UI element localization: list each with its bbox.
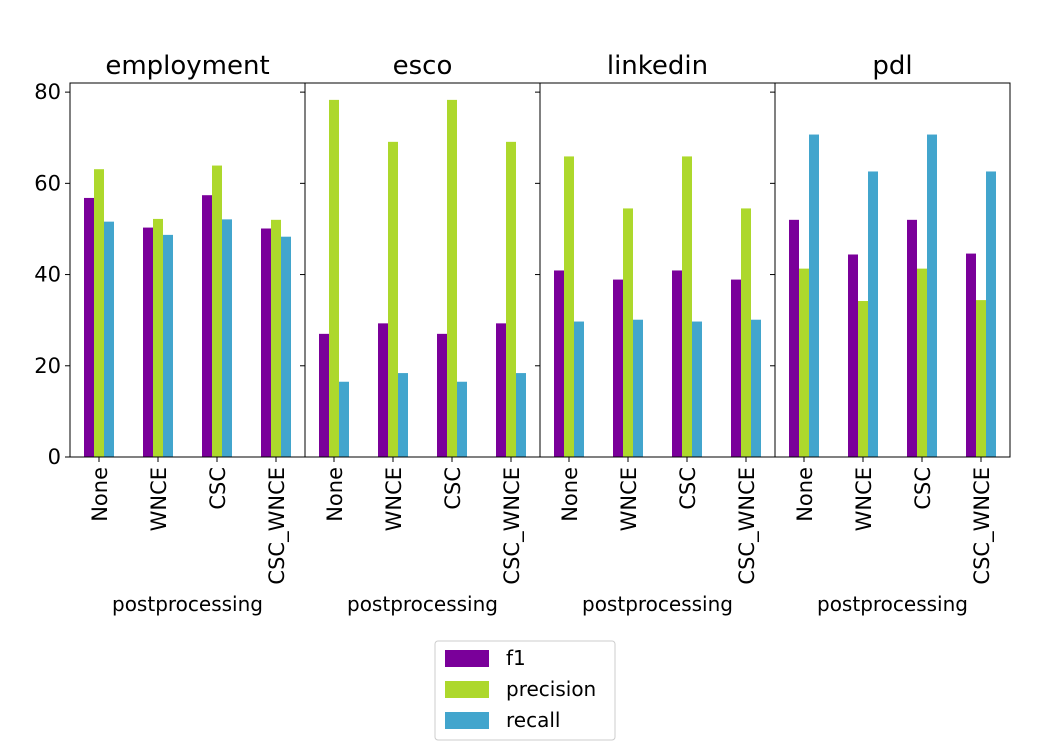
bar-esco-recall-wnce (398, 373, 408, 457)
bar-pdl-f1-csc_wnce (966, 253, 976, 457)
bar-esco-precision-csc_wnce (506, 141, 516, 457)
x-tick-label-pdl-wnce: WNCE (852, 467, 876, 531)
bar-employment-precision-csc (212, 165, 222, 458)
panel-title-linkedin: linkedin (607, 51, 708, 81)
panel-title-employment: employment (105, 51, 269, 81)
bar-pdl-precision-none (799, 268, 809, 457)
bar-employment-recall-none (104, 221, 114, 457)
x-tick-label-pdl-csc_wnce: CSC_WNCE (970, 467, 995, 585)
bar-linkedin-recall-csc (692, 321, 702, 457)
bar-pdl-precision-csc (917, 268, 927, 457)
x-tick-label-esco-wnce: WNCE (382, 467, 406, 531)
x-tick-label-linkedin-csc_wnce: CSC_WNCE (735, 467, 760, 585)
x-axis-label-employment: postprocessing (112, 592, 263, 616)
bar-employment-recall-csc (222, 219, 232, 457)
bar-pdl-recall-wnce (868, 171, 878, 458)
bar-linkedin-precision-wnce (623, 208, 633, 457)
x-tick-label-employment-csc: CSC (206, 467, 230, 510)
bar-employment-recall-wnce (163, 234, 173, 457)
x-tick-label-esco-none: None (323, 467, 347, 522)
bar-linkedin-precision-none (564, 156, 574, 457)
bar-pdl-f1-wnce (848, 254, 858, 457)
bar-linkedin-recall-none (574, 321, 584, 457)
x-axis-label-linkedin: postprocessing (582, 592, 733, 616)
legend-swatch-precision (445, 681, 489, 698)
bar-pdl-f1-none (789, 219, 799, 457)
bar-linkedin-f1-wnce (613, 279, 623, 457)
x-tick-label-employment-wnce: WNCE (147, 467, 171, 531)
bar-esco-recall-csc (457, 381, 467, 457)
legend-label-f1: f1 (506, 646, 526, 670)
legend-label-precision: precision (506, 677, 596, 701)
x-tick-label-esco-csc: CSC (441, 467, 465, 510)
bar-esco-f1-csc (437, 333, 447, 457)
bar-linkedin-precision-csc (682, 156, 692, 457)
x-tick-label-esco-csc_wnce: CSC_WNCE (500, 467, 525, 585)
bar-linkedin-f1-csc (672, 270, 682, 457)
x-tick-label-linkedin-csc: CSC (676, 467, 700, 510)
x-axis-label-pdl: postprocessing (817, 592, 968, 616)
bar-esco-precision-none (329, 99, 339, 457)
x-tick-label-employment-none: None (88, 467, 112, 522)
y-tick-label-20: 20 (34, 354, 61, 378)
x-tick-label-pdl-none: None (793, 467, 817, 522)
bar-linkedin-recall-wnce (633, 319, 643, 457)
bar-pdl-recall-csc_wnce (986, 171, 996, 458)
bar-pdl-recall-csc (927, 134, 937, 458)
legend-label-recall: recall (506, 708, 560, 732)
bar-employment-precision-none (94, 169, 104, 457)
y-tick-label-0: 0 (48, 445, 61, 469)
y-tick-label-80: 80 (34, 80, 61, 104)
bar-employment-f1-wnce (143, 227, 153, 457)
legend-swatch-recall (445, 712, 489, 729)
bar-linkedin-recall-csc_wnce (751, 319, 761, 457)
bar-esco-f1-none (319, 333, 329, 457)
bar-linkedin-f1-none (554, 270, 564, 457)
legend-swatch-f1 (445, 650, 489, 667)
x-tick-label-pdl-csc: CSC (911, 467, 935, 510)
bar-pdl-f1-csc (907, 219, 917, 457)
bar-esco-precision-wnce (388, 141, 398, 457)
bar-pdl-precision-wnce (858, 301, 868, 457)
bar-employment-f1-csc (202, 195, 212, 457)
bar-esco-recall-csc_wnce (516, 373, 526, 457)
bar-employment-f1-none (84, 197, 94, 457)
bar-pdl-recall-none (809, 134, 819, 458)
x-axis-label-esco: postprocessing (347, 592, 498, 616)
panel-title-pdl: pdl (872, 51, 912, 81)
bar-esco-recall-none (339, 381, 349, 457)
bar-esco-f1-csc_wnce (496, 323, 506, 457)
bar-esco-precision-csc (447, 99, 457, 457)
x-tick-label-linkedin-none: None (558, 467, 582, 522)
bar-employment-f1-csc_wnce (261, 228, 271, 457)
panel-title-esco: esco (393, 51, 453, 81)
bar-pdl-precision-csc_wnce (976, 300, 986, 457)
x-tick-label-employment-csc_wnce: CSC_WNCE (265, 467, 290, 585)
bar-employment-precision-csc_wnce (271, 219, 281, 457)
bar-employment-recall-csc_wnce (281, 236, 291, 457)
y-tick-label-60: 60 (34, 171, 61, 195)
y-tick-label-40: 40 (34, 263, 61, 287)
bar-linkedin-f1-csc_wnce (731, 279, 741, 457)
panel-frame-pdl (774, 82, 1011, 458)
bar-esco-f1-wnce (378, 323, 388, 457)
bar-employment-precision-wnce (153, 218, 163, 457)
x-tick-label-linkedin-wnce: WNCE (617, 467, 641, 531)
bar-linkedin-precision-csc_wnce (741, 208, 751, 457)
